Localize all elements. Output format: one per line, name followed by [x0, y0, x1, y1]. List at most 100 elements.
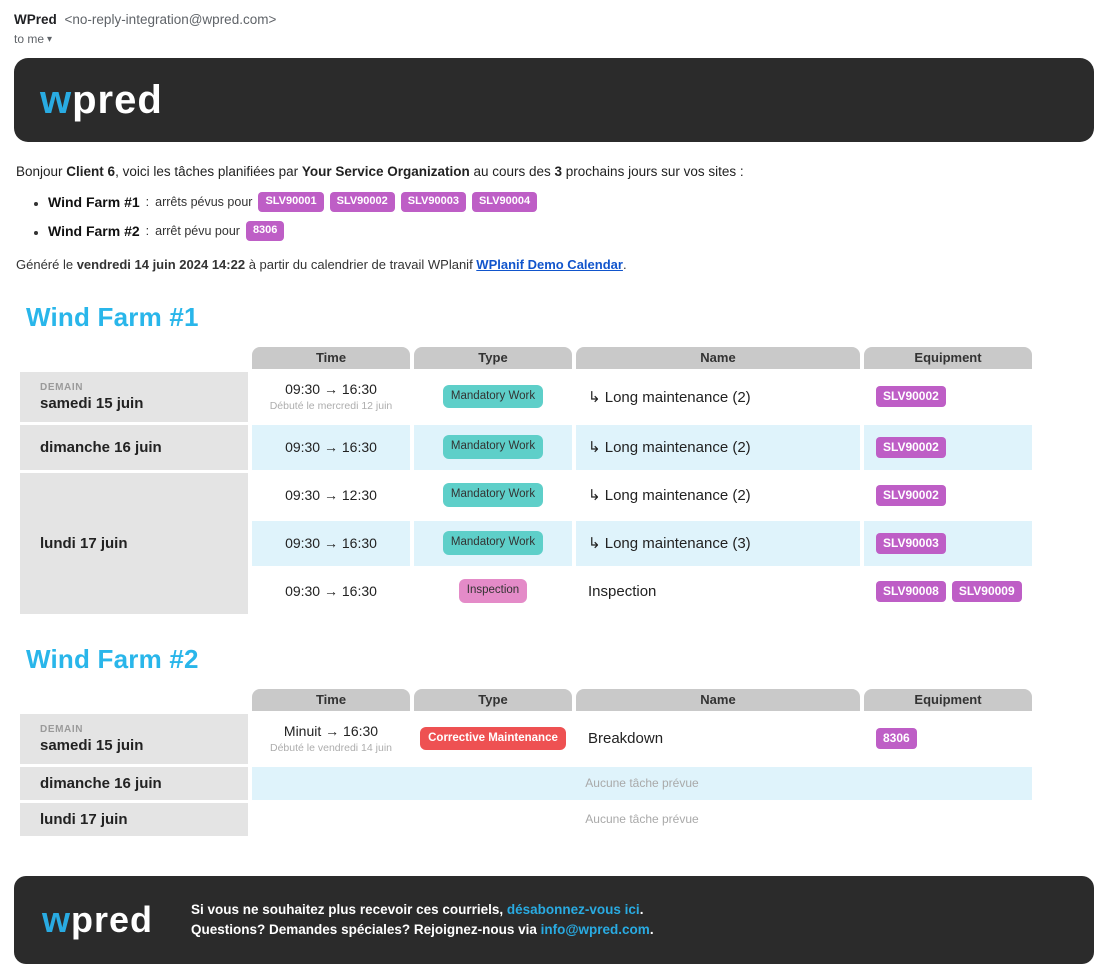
equipment-badge: 8306: [876, 728, 917, 749]
site-section: Wind Farm #1 Time Type Name Equipment DEMAIN s…: [0, 302, 1098, 614]
footer-text: Si vous ne souhaitez plus recevoir ces c…: [191, 900, 654, 940]
unsubscribe-pre: Si vous ne souhaitez plus recevoir ces c…: [191, 901, 507, 917]
task-row: Minuit → 16:30 Débuté le vendredi 14 juin…: [252, 714, 1032, 764]
type-cell: Mandatory Work: [414, 372, 572, 422]
equipment-cell: SLV90002: [864, 424, 1032, 470]
contact-post: .: [649, 921, 654, 937]
sender-line: WPred <no-reply-integration@wpred.com>: [14, 12, 1098, 27]
task-name-cell: ↳ Long maintenance (2): [588, 487, 751, 504]
task-name-cell: ↳ Long maintenance (2): [576, 424, 860, 470]
generated-pre: Généré le: [16, 256, 77, 272]
task-row: 09:30 → 12:30 Mandatory Work ↳ Long mainte…: [252, 473, 1032, 518]
day-group: dimanche 16 juin Aucune tâche prévue: [20, 766, 1098, 800]
tomorrow-label: DEMAIN: [40, 381, 84, 393]
generated-mid: à partir du calendrier de travail WPlani…: [245, 256, 477, 272]
type-cell: Corrective Maintenance: [414, 714, 572, 764]
no-task-cell: Aucune tâche prévue: [252, 766, 1032, 800]
equipment-badge: SLV90002: [329, 192, 395, 212]
time-cell: 09:30 → 16:30 Débuté le mercredi 12 juin: [252, 372, 410, 422]
site-summary-item: Wind Farm #1:arrêts pévus pourSLV90001SL…: [48, 192, 1098, 212]
site-section: Wind Farm #2 Time Type Name Equipment DEMAIN s…: [0, 644, 1098, 836]
logo-letter-w: w: [40, 78, 73, 122]
mail-header: WPred <no-reply-integration@wpred.com> t…: [0, 0, 1098, 48]
unsubscribe-link[interactable]: désabonnez-vous ici: [506, 901, 640, 917]
time-range: 09:30 → 12:30: [285, 487, 377, 503]
column-header-type: Type: [414, 346, 572, 369]
task-row: 09:30 → 16:30 Débuté le mercredi 12 juin M…: [252, 372, 1032, 422]
sender-name: WPred: [14, 12, 57, 27]
date-cell: dimanche 16 juin: [20, 766, 248, 800]
type-badge-corrective: Corrective Maintenance: [420, 726, 566, 751]
days-count: 3: [554, 164, 563, 179]
client-name: Client 6: [66, 164, 116, 179]
equipment-badge: SLV90003: [400, 192, 466, 212]
equipment-badge: SLV90002: [876, 484, 946, 506]
time-range: 09:30 → 16:30: [285, 439, 377, 455]
day-group: lundi 17 juin Aucune tâche prévue: [20, 802, 1098, 836]
day-rows: 09:30 → 16:30 Débuté le mercredi 12 juin M…: [252, 372, 1032, 422]
equipment-cell: SLV90002: [864, 473, 1032, 518]
contact-pre: Questions? Demandes spéciales? Rejoignez…: [191, 921, 541, 937]
equipment-badge: SLV90002: [876, 386, 946, 407]
recipient-label: to me: [14, 32, 45, 46]
task-row: 09:30 → 16:30 Mandatory Work ↳ Long mainte…: [252, 520, 1032, 566]
day-rows: 09:30 → 12:30 Mandatory Work ↳ Long mainte…: [252, 473, 1032, 614]
unsubscribe-post: .: [639, 901, 644, 917]
time-cell: 09:30 → 16:30: [252, 424, 410, 470]
date-cell: DEMAIN samedi 15 juin: [20, 371, 248, 422]
time-range: 09:30 → 16:30: [285, 381, 377, 397]
equipment-cell: 8306: [864, 714, 1032, 764]
equipment-badge: 8306: [245, 220, 285, 241]
intro-pre: Bonjour: [16, 164, 67, 179]
column-header-name: Name: [576, 688, 860, 711]
equipment-cell: SLV90002: [864, 372, 1032, 422]
calendar-link[interactable]: WPlanif Demo Calendar: [476, 256, 623, 272]
generated-datetime: vendredi 14 juin 2024 14:22: [76, 256, 246, 272]
contact-email-link[interactable]: info@wpred.com: [540, 921, 650, 937]
intro-mid2: au cours des: [469, 164, 555, 179]
logo-rest: pred: [72, 78, 163, 122]
contact-line: Questions? Demandes spéciales? Rejoignez…: [191, 920, 654, 940]
time-range: 09:30 → 16:30: [285, 535, 377, 551]
table-header-row: Time Type Name Equipment: [252, 688, 1098, 711]
service-org-name: Your Service Organization: [301, 164, 470, 179]
day-label: dimanche 16 juin: [40, 774, 162, 792]
time-cell: 09:30 → 12:30: [252, 473, 410, 518]
generated-post: .: [622, 256, 627, 272]
intro-mid1: , voici les tâches planifiées par: [115, 164, 302, 179]
day-label: lundi 17 juin: [40, 810, 128, 828]
equipment-badge: SLV90003: [876, 532, 946, 554]
recipient-dropdown[interactable]: to me ▾: [14, 32, 52, 46]
schedule-table: Time Type Name Equipment DEMAIN samedi 15 jui…: [20, 688, 1098, 836]
equipment-badge: SLV90009: [951, 580, 1022, 602]
wpred-footer-logo: wpred: [42, 901, 153, 938]
column-header-equipment: Equipment: [864, 346, 1032, 369]
chevron-down-icon: ▾: [47, 33, 53, 45]
type-badge-mandatory: Mandatory Work: [442, 483, 544, 507]
equipment-badge: SLV90008: [876, 580, 946, 602]
table-header-row: Time Type Name Equipment: [252, 346, 1098, 369]
time-note: Débuté le mercredi 12 juin: [269, 400, 393, 412]
equipment-badge: SLV90004: [471, 192, 538, 212]
day-rows: 09:30 → 16:30 Mandatory Work ↳ Long mainte…: [252, 424, 1032, 470]
day-group: DEMAIN samedi 15 juin 09:30 → 16:30 Débuté …: [20, 371, 1098, 422]
site-name: Wind Farm #1: [48, 193, 140, 210]
site-summary-label: arrêts pévus pour: [155, 194, 253, 209]
time-cell: Minuit → 16:30 Débuté le vendredi 14 juin: [252, 714, 410, 764]
tomorrow-label: DEMAIN: [40, 723, 84, 735]
day-label: samedi 15 juin: [40, 736, 144, 754]
brand-banner: wpred: [14, 58, 1094, 142]
wpred-logo: wpred: [40, 80, 163, 120]
day-label: dimanche 16 juin: [40, 438, 162, 456]
equipment-badge: SLV90001: [258, 192, 324, 212]
type-badge-inspection: Inspection: [458, 579, 528, 603]
site-summary-item: Wind Farm #2: arrêt pévu pour 8306: [48, 220, 1098, 241]
day-rows: Aucune tâche prévue: [252, 766, 1032, 800]
column-header-type: Type: [414, 688, 572, 711]
intro-paragraph: Bonjour Client 6, voici les tâches plani…: [16, 164, 1082, 179]
sender-email: <no-reply-integration@wpred.com>: [64, 12, 277, 27]
site-section-title: Wind Farm #2: [26, 643, 199, 674]
site-summary-inner: Wind Farm #1:arrêts pévus pourSLV90001SL…: [48, 192, 538, 212]
day-label: lundi 17 juin: [40, 534, 128, 552]
day-rows: Minuit → 16:30 Débuté le vendredi 14 juin…: [252, 714, 1032, 764]
